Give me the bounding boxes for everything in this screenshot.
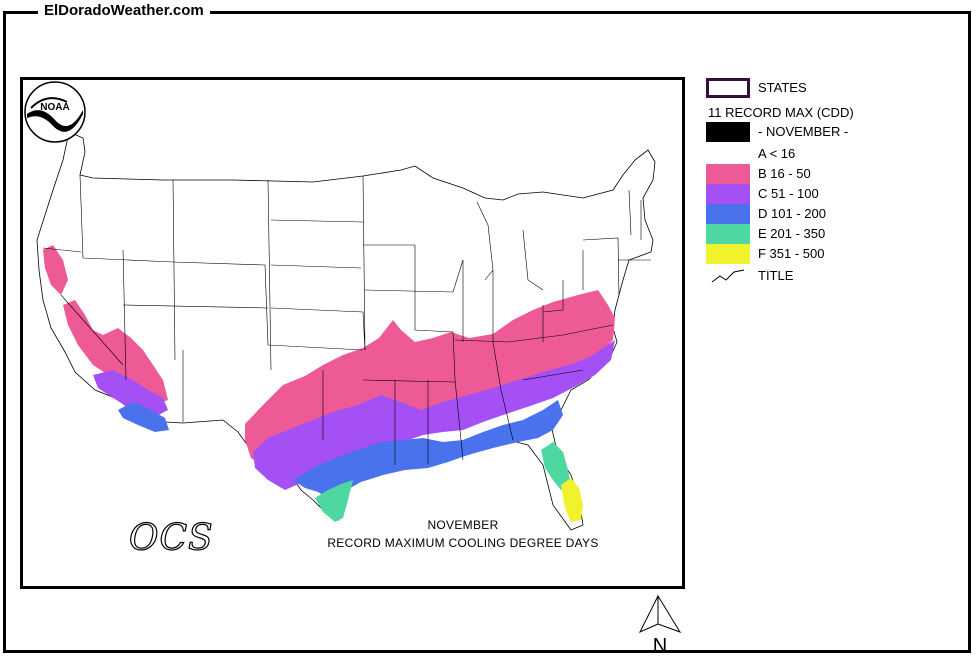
- class-a-label: A < 16: [758, 146, 796, 161]
- map-panel: NOAA OCS NOVEMBER RECORD MAXIMUM COOLING…: [20, 77, 685, 589]
- site-title: ElDoradoWeather.com: [38, 1, 210, 21]
- zone-c-purple: [253, 340, 615, 490]
- noaa-logo-text: NOAA: [40, 102, 69, 113]
- class-e-swatch: [706, 224, 750, 244]
- class-c-swatch: [706, 184, 750, 204]
- title-line-icon: [711, 269, 745, 283]
- legend-class-e: E 201 - 350: [706, 224, 906, 244]
- legend-variable-label: 11 RECORD MAX (CDD): [708, 105, 854, 120]
- states-swatch: [706, 78, 750, 98]
- class-b-swatch: [706, 164, 750, 184]
- class-f-label: F 351 - 500: [758, 246, 825, 261]
- class-c-label: C 51 - 100: [758, 186, 819, 201]
- legend-class-f: F 351 - 500: [706, 244, 906, 264]
- class-e-label: E 201 - 350: [758, 226, 826, 241]
- state-boundaries: [42, 174, 651, 465]
- ocs-logo: OCS: [128, 517, 214, 559]
- legend-states: STATES: [706, 78, 906, 98]
- legend-class-b: B 16 - 50: [706, 164, 906, 184]
- class-f-swatch: [706, 244, 750, 264]
- legend-month: - NOVEMBER -: [706, 122, 906, 142]
- noaa-logo: NOAA: [24, 81, 86, 143]
- class-d-swatch: [706, 204, 750, 224]
- legend-class-d: D 101 - 200: [706, 204, 906, 224]
- month-swatch: [706, 122, 750, 142]
- legend-class-a: A < 16: [706, 144, 906, 164]
- outer-frame: [3, 11, 971, 653]
- map-caption-title: RECORD MAXIMUM COOLING DEGREE DAYS: [327, 536, 599, 550]
- north-label: N: [653, 635, 667, 656]
- legend-states-label: STATES: [758, 80, 807, 95]
- legend-title: TITLE: [706, 266, 906, 286]
- class-d-label: D 101 - 200: [758, 206, 826, 221]
- us-map: [36, 131, 656, 531]
- legend-month-label: - NOVEMBER -: [758, 124, 849, 139]
- class-b-label: B 16 - 50: [758, 166, 811, 181]
- zone-e-green: [315, 480, 353, 522]
- north-arrow-icon: N: [638, 594, 682, 656]
- class-a-swatch: [706, 144, 750, 164]
- zone-f-yellow: [561, 478, 583, 522]
- legend-class-c: C 51 - 100: [706, 184, 906, 204]
- map-caption-month: NOVEMBER: [427, 518, 499, 532]
- legend-title-label: TITLE: [758, 268, 794, 283]
